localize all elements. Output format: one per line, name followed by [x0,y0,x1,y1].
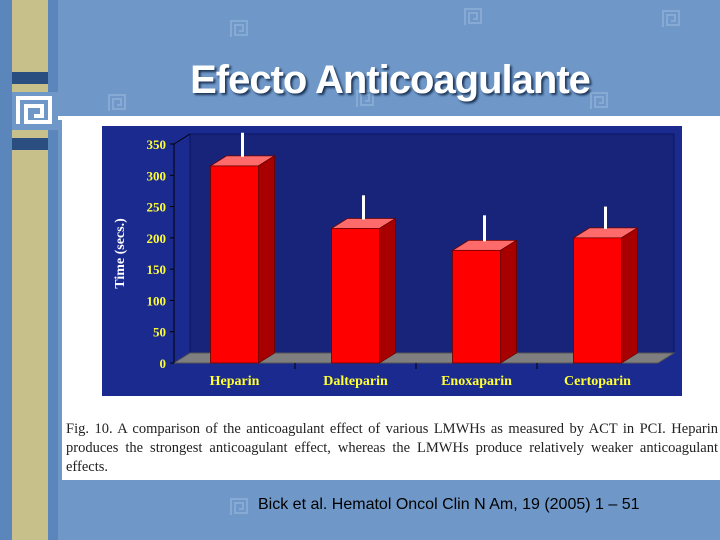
title-rule [58,116,720,120]
greek-key-motif [590,92,608,109]
decorative-strip [12,0,48,540]
bar [452,249,501,364]
y-tick-label: 350 [147,137,167,152]
x-tick-label: Dalteparin [323,374,388,389]
figure-caption: Fig. 10. A comparison of the anticoagula… [66,421,718,475]
greek-key-motif [356,90,374,107]
bar-chart: 0 50 100 150 200 250 300 350 Time (secs.) Heparin… [102,126,682,396]
y-tick-label: 200 [147,231,167,246]
x-tick-label: Enoxaparin [441,374,512,389]
bar-side [258,155,275,364]
decorative-bar [12,138,48,150]
x-tick-label: Heparin [210,374,260,389]
greek-key-motif [662,10,680,27]
bar [210,165,259,364]
bar-side [379,217,396,364]
decorative-bar [12,72,48,84]
greek-key-motif [230,20,248,37]
slide-title: Efecto Anticoagulante [190,58,591,102]
figure-panel: 0 50 100 150 200 250 300 350 Time (secs.) Heparin… [62,120,720,480]
bar [573,237,622,364]
bar [331,228,380,364]
greek-key-motif [230,498,248,515]
greek-key-motif [108,94,126,111]
x-tick-label: Certoparin [564,374,631,389]
y-tick-label: 150 [147,262,167,277]
y-tick-label: 100 [147,293,167,308]
y-tick-label: 0 [160,356,167,371]
greek-key-motif [464,8,482,25]
y-tick-label: 50 [153,325,166,340]
y-tick-label: 300 [147,168,167,183]
greek-key-logo [12,92,58,130]
y-axis-label: Time (secs.) [113,218,128,289]
bar-side [621,227,638,364]
y-axis-depth-line [173,133,191,145]
citation: Bick et al. Hematol Oncol Clin N Am, 19 … [258,496,640,513]
bar-side [500,239,517,364]
y-tick-label: 250 [147,200,167,215]
